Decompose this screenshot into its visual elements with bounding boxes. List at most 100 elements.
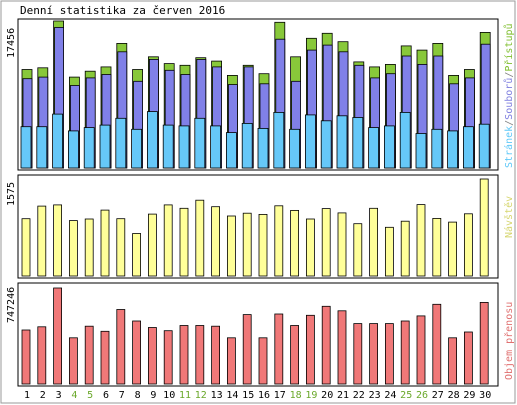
bar-visits-day-2 [37,205,47,277]
bar-pages-day-20 [320,120,332,169]
bar-kbytes-day-13 [211,325,221,385]
middle-panel: 1575 Návštěv [6,174,515,279]
bar-visits-day-9 [147,213,157,277]
bar-kbytes-day-27 [432,303,442,385]
bar-pages-day-7 [115,117,127,169]
bar-kbytes-day-2 [37,326,47,385]
top-panel-bars [20,20,491,169]
bar-pages-day-23 [368,127,380,169]
day-label-1: 1 [24,390,30,401]
bar-pages-day-24 [383,125,395,169]
bar-visits-day-21 [337,212,347,277]
bar-pages-day-2 [36,126,48,169]
bar-pages-day-21 [336,115,348,169]
bar-kbytes-day-10 [163,330,173,385]
day-label-13: 13 [211,390,223,401]
day-label-15: 15 [242,390,254,401]
bar-visits-day-6 [100,209,110,277]
bar-visits-day-15 [242,212,252,277]
bar-pages-day-12 [194,117,206,169]
bar-visits-day-8 [132,233,142,277]
bar-visits-day-7 [116,218,126,277]
day-label-22: 22 [353,390,365,401]
bar-visits-day-19 [305,218,315,277]
day-label-21: 21 [337,390,349,401]
bar-pages-day-10 [162,124,174,169]
bar-pages-day-25 [399,112,411,169]
bar-kbytes-day-21 [337,310,347,385]
day-label-2: 2 [40,390,46,401]
bar-kbytes-day-7 [116,309,126,385]
day-label-24: 24 [384,390,396,401]
bar-kbytes-day-20 [321,305,331,385]
bar-pages-day-26 [415,133,427,169]
day-label-8: 8 [135,390,141,401]
bar-visits-day-4 [69,220,78,277]
bar-pages-day-1 [20,126,32,169]
bar-kbytes-day-28 [448,337,458,385]
bar-kbytes-day-17 [274,313,284,385]
bar-visits-day-20 [321,208,331,277]
bar-kbytes-day-14 [226,337,236,385]
bar-pages-day-17 [273,112,285,169]
middle-panel-ymax-label: 1575 [6,182,17,206]
day-label-16: 16 [258,390,270,401]
bar-visits-day-5 [84,218,94,277]
day-label-3: 3 [56,390,62,401]
bar-pages-day-27 [431,128,443,169]
x-axis-day-labels: 1 2 3 4 5 6 7 8 9 10 11 12 13 14 15 16 17 18 19 20 21 22 23 24 2… [24,390,491,401]
bar-visits-day-28 [448,221,458,277]
legend-sep-1: / [504,120,515,126]
bottom-panel-ymax-label: 747246 [6,287,17,323]
bar-pages-day-15 [241,123,253,169]
bar-visits-day-1 [21,218,31,277]
bar-pages-day-28 [447,130,459,169]
bar-kbytes-day-8 [132,320,142,385]
bar-kbytes-day-5 [84,325,94,385]
top-panel-legend: Stránek/Souborů/Přístupů [503,23,515,168]
bar-kbytes-day-23 [369,323,379,385]
bar-kbytes-day-9 [147,327,157,385]
day-label-29: 29 [463,390,475,401]
bar-kbytes-day-18 [290,325,300,385]
bar-visits-day-14 [226,215,236,277]
day-label-6: 6 [103,390,109,401]
bar-pages-day-4 [68,130,79,169]
bar-kbytes-day-30 [479,301,489,385]
legend-hits: Přístupů [503,23,515,71]
bar-pages-day-14 [225,132,237,169]
bar-visits-day-17 [274,205,284,277]
bar-kbytes-day-19 [305,314,315,385]
bar-pages-day-18 [289,128,301,169]
bar-visits-day-22 [353,223,363,277]
bar-visits-day-27 [432,217,442,277]
bottom-panel: 747246 Objem přenosu [6,282,515,387]
bar-visits-day-18 [290,209,300,277]
chart-title: Denní statistika za červen 2016 [20,4,225,17]
bottom-panel-legend: Objem přenosu [503,302,515,380]
bar-pages-day-22 [352,117,364,169]
bar-kbytes-day-15 [242,314,252,385]
bar-pages-day-5 [83,127,95,169]
day-label-18: 18 [290,390,302,401]
bar-visits-day-25 [400,220,410,277]
bar-kbytes-day-22 [353,323,363,385]
bar-pages-day-30 [478,123,490,169]
bar-visits-day-12 [195,199,205,277]
bar-visits-day-11 [179,207,189,277]
bar-pages-day-29 [462,126,474,169]
middle-panel-bars [21,178,489,277]
day-label-28: 28 [448,390,460,401]
bar-kbytes-day-4 [69,337,78,385]
bar-pages-day-19 [304,114,316,169]
top-panel-ymax-label: 17456 [6,28,17,58]
bar-visits-day-16 [258,213,268,277]
bar-pages-day-9 [146,111,158,169]
day-label-30: 30 [479,390,491,401]
day-label-10: 10 [163,390,175,401]
day-label-5: 5 [87,390,93,401]
bar-pages-day-16 [257,127,269,169]
day-label-4: 4 [71,390,77,401]
bar-kbytes-day-3 [53,287,62,385]
